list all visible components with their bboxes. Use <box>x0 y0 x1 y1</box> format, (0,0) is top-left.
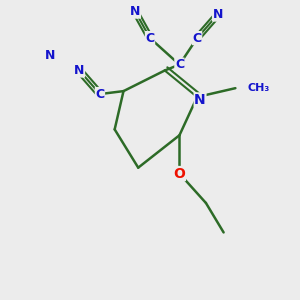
Text: N: N <box>130 5 140 18</box>
Text: C: C <box>175 58 184 71</box>
Text: O: O <box>173 167 185 181</box>
Text: N: N <box>194 93 206 107</box>
Text: C: C <box>193 32 202 45</box>
Text: CH₃: CH₃ <box>247 83 269 93</box>
Text: N: N <box>212 8 223 21</box>
Text: C: C <box>146 32 154 45</box>
Text: N: N <box>45 49 55 62</box>
Text: N: N <box>74 64 85 77</box>
Text: C: C <box>95 88 104 100</box>
